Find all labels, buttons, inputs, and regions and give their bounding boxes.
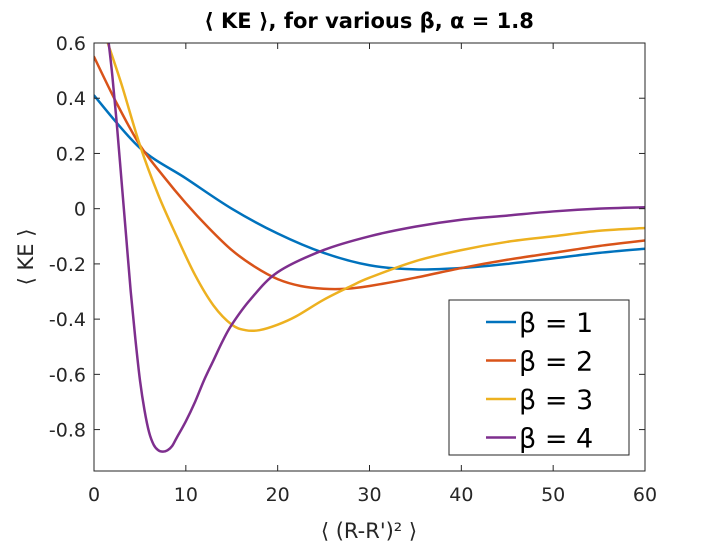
x-tick-label: 30 xyxy=(357,484,381,506)
x-tick-label: 20 xyxy=(266,484,290,506)
y-tick-label: 0 xyxy=(74,199,86,221)
legend: β = 1 β = 2 β = 3 β = 4 xyxy=(448,299,630,456)
y-tick-label: -0.2 xyxy=(49,254,86,276)
series-line-beta-4 xyxy=(107,43,645,453)
legend-label-beta-1: β = 1 xyxy=(519,308,593,339)
chart-title: ⟨ KE ⟩, for various β, α = 1.8 xyxy=(204,9,534,33)
x-tick-label: 40 xyxy=(449,484,473,506)
series-layer xyxy=(94,43,645,453)
x-tick-label: 60 xyxy=(633,484,657,506)
x-tick-label: 0 xyxy=(88,484,100,506)
series-line-beta-3 xyxy=(106,43,645,333)
y-tick-label: -0.6 xyxy=(49,364,86,386)
y-tick-label: 0.4 xyxy=(56,88,86,110)
y-tick-label: 0.2 xyxy=(56,143,86,165)
x-axis-label: ⟨ (R-R')² ⟩ xyxy=(321,519,417,543)
y-tick-label: -0.8 xyxy=(49,420,86,442)
x-tick-label: 50 xyxy=(541,484,565,506)
legend-box xyxy=(448,299,630,456)
series-line-beta-1 xyxy=(94,94,645,271)
legend-label-beta-3: β = 3 xyxy=(519,385,593,416)
ticks-layer: 0 10 20 30 40 50 60 0.6 0.4 0.2 0 -0.2 -0.4 -0.6 -0.8 xyxy=(49,33,657,506)
y-axis-label: ⟨ KE ⟩ xyxy=(14,229,38,286)
y-tick-label: -0.4 xyxy=(49,309,86,331)
x-tick-label: 10 xyxy=(174,484,198,506)
legend-label-beta-2: β = 2 xyxy=(519,347,593,378)
y-tick-label: 0.6 xyxy=(56,33,86,55)
series-line-beta-2 xyxy=(94,55,645,291)
legend-label-beta-4: β = 4 xyxy=(519,424,593,455)
